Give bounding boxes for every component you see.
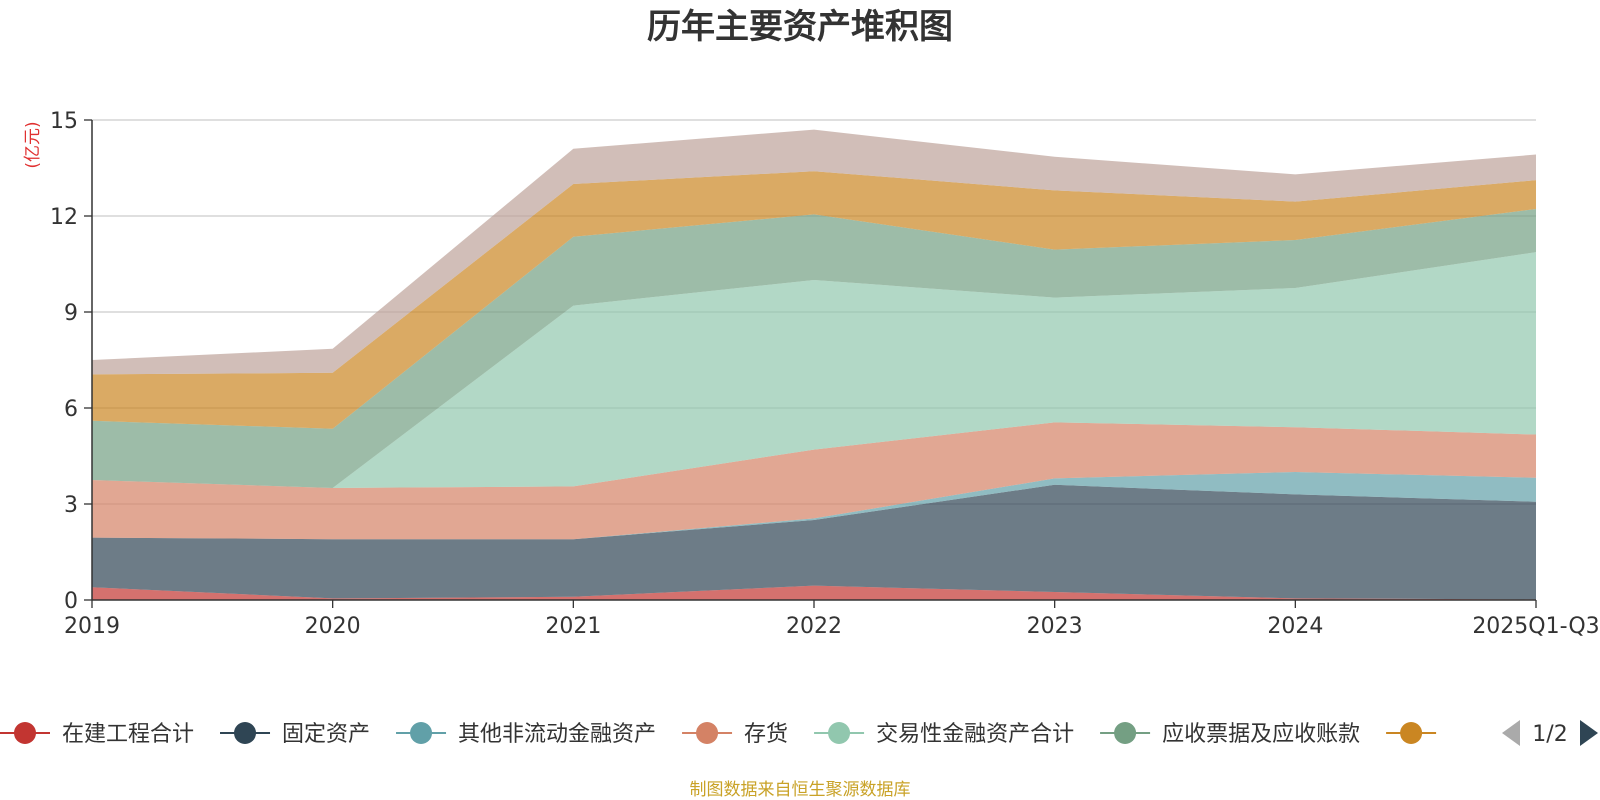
area-series-7: [92, 129, 1536, 375]
legend-marker-icon: [234, 722, 257, 744]
y-tick-label: 9: [64, 301, 78, 326]
legend-prev-page-icon[interactable]: [1502, 720, 1520, 746]
legend-item[interactable]: 交易性金融资产合计: [814, 722, 1074, 747]
chart-title: 历年主要资产堆积图: [647, 7, 953, 47]
x-tick-label: 2020: [305, 614, 361, 639]
x-tick-label: 2021: [545, 614, 601, 639]
legend-marker-icon: [696, 722, 719, 744]
legend-next-page-icon[interactable]: [1580, 720, 1598, 746]
legend-marker-icon: [1114, 722, 1137, 744]
y-tick-label: 3: [64, 493, 78, 518]
y-tick-label: 15: [50, 109, 78, 134]
y-axis-unit-label: (亿元): [23, 121, 43, 168]
legend-label: 应收票据及应收账款: [1162, 722, 1360, 747]
x-tick-label: 2025Q1-Q3: [1472, 614, 1599, 639]
legend-marker-icon: [410, 722, 433, 744]
x-tick-label: 2019: [64, 614, 120, 639]
legend-marker-icon: [14, 722, 36, 744]
y-tick-label: 12: [50, 205, 78, 230]
y-tick-label: 6: [64, 397, 78, 422]
legend-item[interactable]: [1386, 722, 1437, 744]
area-series-3: [92, 422, 1536, 540]
x-tick-label: 2024: [1267, 614, 1323, 639]
legend-item[interactable]: 存货: [682, 722, 788, 747]
legend-item[interactable]: 应收票据及应收账款: [1100, 722, 1360, 747]
legend-page-indicator: 1/2: [1532, 722, 1567, 747]
area-series-0: [92, 585, 1536, 600]
axes: 0 3 6 9 12 15 2019 2020 2021 2022 2023 2024 2025Q1-Q…: [50, 109, 1600, 639]
legend-label: 固定资产: [282, 722, 370, 747]
x-tick-label: 2022: [786, 614, 842, 639]
area-series-2: [92, 472, 1536, 540]
legend-pager: 1/2: [1502, 720, 1598, 747]
legend-label: 交易性金融资产合计: [876, 722, 1074, 747]
legend: 在建工程合计 固定资产 其他非流动金融资产 存货 交易性金融资产合计 应收票据及应收账款: [0, 722, 1437, 747]
legend-marker-icon: [1400, 722, 1423, 744]
legend-item[interactable]: 其他非流动金融资产: [396, 722, 656, 747]
legend-label: 在建工程合计: [62, 722, 194, 747]
area-series-4: [92, 252, 1536, 488]
legend-label: 其他非流动金融资产: [458, 722, 656, 747]
area-series-6: [92, 171, 1536, 429]
area-series-5: [92, 208, 1536, 488]
x-tick-label: 2023: [1027, 614, 1083, 639]
source-note: 制图数据来自恒生聚源数据库: [690, 780, 911, 800]
legend-label: 存货: [744, 722, 788, 747]
y-tick-label: 0: [64, 589, 78, 614]
area-series-group: [92, 129, 1536, 600]
legend-item[interactable]: 在建工程合计: [0, 722, 194, 747]
legend-item[interactable]: 固定资产: [220, 722, 370, 747]
legend-marker-icon: [828, 722, 851, 744]
area-series-1: [92, 484, 1536, 600]
